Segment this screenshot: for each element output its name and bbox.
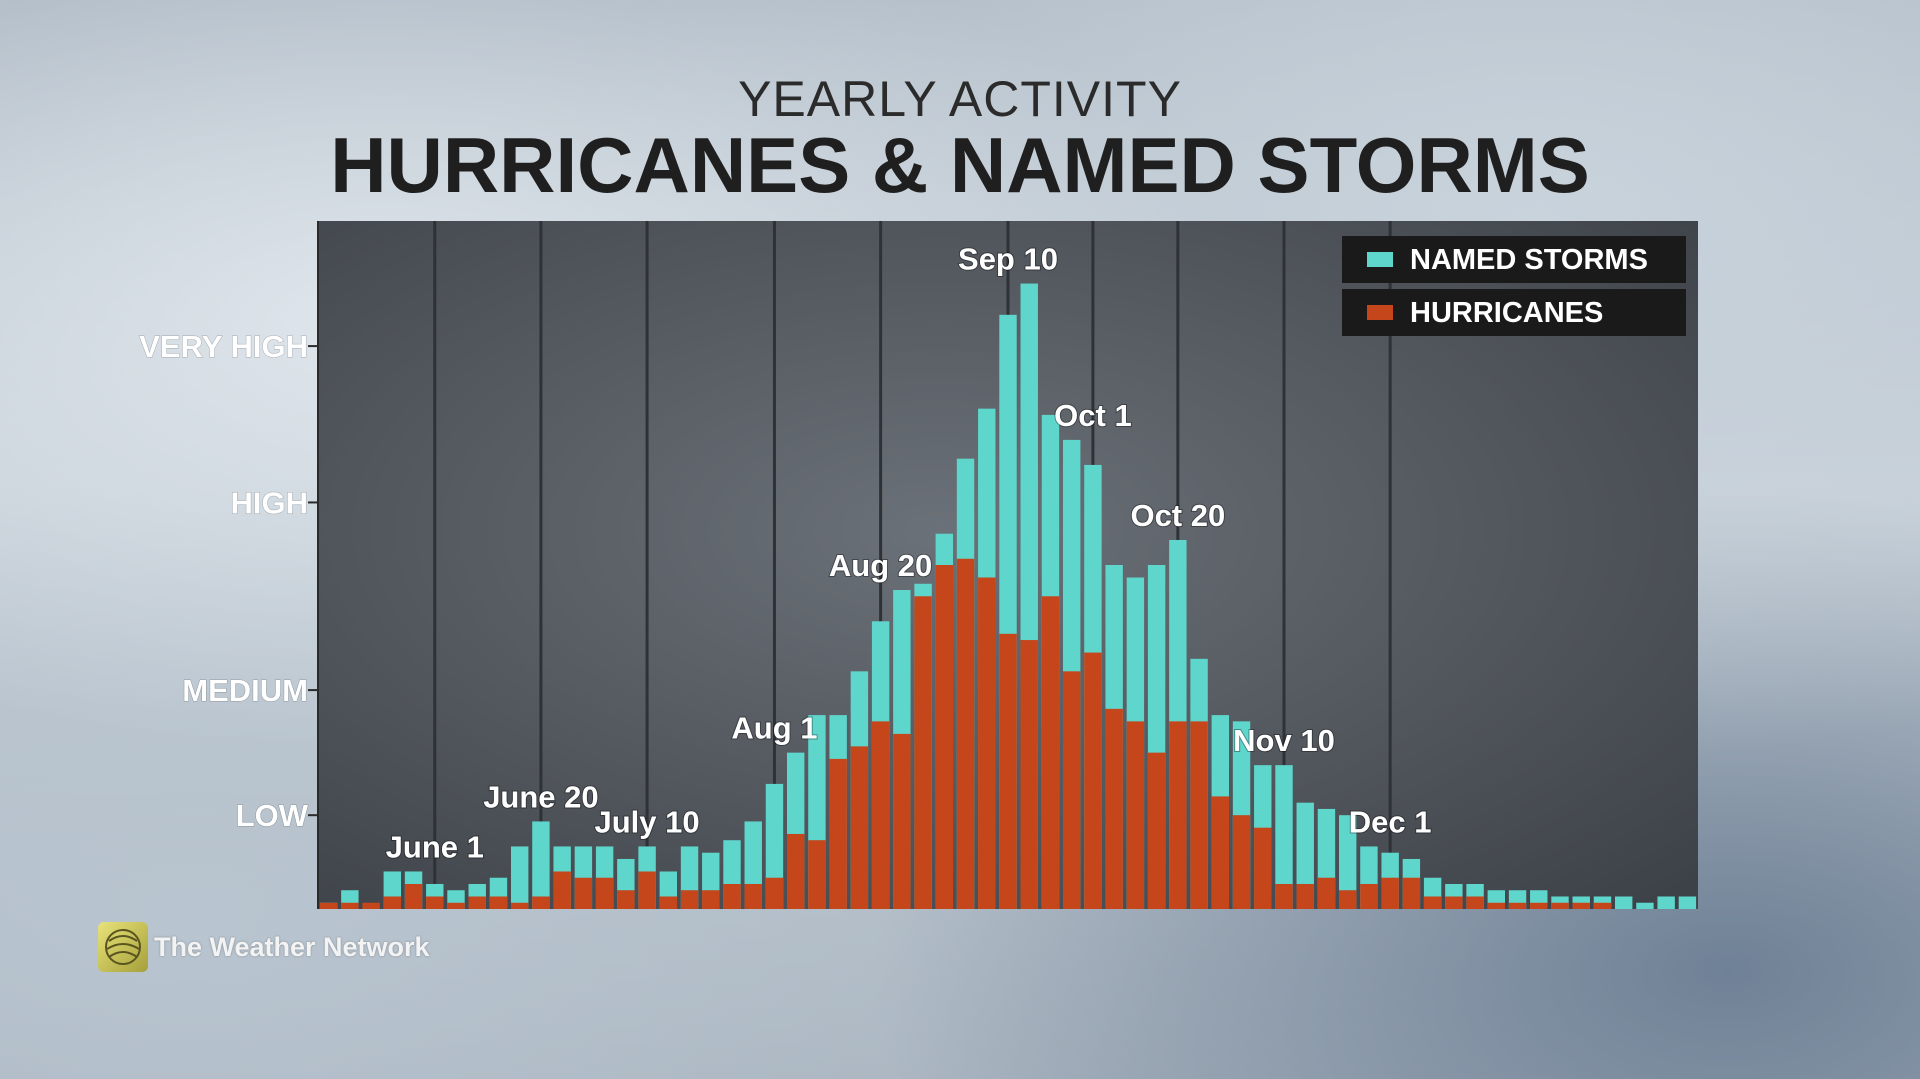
- bar-hurricanes: [1020, 640, 1038, 909]
- legend-item-named-storms: [1342, 236, 1686, 283]
- bar-named-storms: [1614, 896, 1633, 909]
- bar-hurricanes: [850, 746, 869, 909]
- bar-hurricanes: [829, 758, 847, 909]
- brand-logo-text: The Weather Network: [154, 931, 430, 962]
- bar-hurricanes: [510, 902, 529, 909]
- bar-hurricanes: [532, 896, 550, 909]
- bar-hurricanes: [404, 883, 423, 909]
- bar-hurricanes: [702, 890, 720, 909]
- bar-hurricanes: [426, 896, 444, 909]
- bar-hurricanes: [468, 896, 486, 909]
- bar-hurricanes: [808, 840, 826, 909]
- bar-hurricanes: [871, 721, 890, 909]
- chart-subtitle: YEARLY ACTIVITY: [738, 71, 1182, 127]
- legend: NAMED STORMS HURRICANES: [1342, 236, 1686, 336]
- date-annotation: Oct 1: [1054, 398, 1132, 433]
- bar-hurricanes: [489, 896, 508, 909]
- date-annotation: June 1: [386, 829, 484, 864]
- bar-hurricanes: [383, 896, 402, 909]
- bar-hurricanes: [1487, 902, 1506, 909]
- bar-named-storms: [1275, 765, 1293, 909]
- bar-named-storms: [1338, 815, 1357, 909]
- bar-hurricanes: [1338, 890, 1357, 909]
- date-annotation: Nov 10: [1233, 723, 1335, 758]
- bar-hurricanes: [1551, 902, 1569, 909]
- bar-hurricanes: [1169, 721, 1187, 909]
- bar-hurricanes: [341, 902, 359, 909]
- bar-hurricanes: [1147, 752, 1166, 909]
- bar-hurricanes: [362, 902, 380, 909]
- bar-hurricanes: [765, 877, 784, 909]
- bar-hurricanes: [1445, 896, 1463, 909]
- bar-hurricanes: [1275, 883, 1293, 909]
- bar-hurricanes: [574, 877, 593, 909]
- bar-hurricanes: [447, 902, 465, 909]
- bar-named-storms: [510, 846, 529, 909]
- bar-hurricanes: [1423, 896, 1442, 909]
- bar-hurricanes: [1466, 896, 1484, 909]
- y-tick-label: VERY HIGH: [139, 329, 308, 364]
- bar-hurricanes: [978, 577, 996, 909]
- y-tick-label: HIGH: [231, 485, 309, 520]
- legend-item-hurricanes: [1342, 289, 1686, 336]
- bar-hurricanes: [1190, 721, 1208, 909]
- bar-named-storms: [1657, 896, 1675, 909]
- date-annotation: Dec 1: [1349, 804, 1432, 839]
- bar-hurricanes: [319, 902, 338, 909]
- bar-hurricanes: [638, 871, 656, 909]
- bar-hurricanes: [999, 633, 1017, 909]
- bar-hurricanes: [744, 883, 762, 909]
- bar-hurricanes: [1530, 902, 1548, 909]
- bar-hurricanes: [1296, 883, 1314, 909]
- date-annotation: July 10: [595, 804, 700, 839]
- brand-logo: The Weather Network: [98, 922, 430, 972]
- bar-hurricanes: [1508, 902, 1527, 909]
- bar-named-storms: [1636, 902, 1654, 909]
- bar-named-storms: [1678, 896, 1697, 909]
- bar-hurricanes: [1084, 652, 1102, 909]
- bar-hurricanes: [1211, 796, 1230, 909]
- bar-hurricanes: [914, 596, 932, 909]
- bar-hurricanes: [786, 833, 805, 909]
- bar-named-storms: [532, 821, 550, 909]
- y-tick-label: MEDIUM: [182, 673, 308, 708]
- bar-hurricanes: [1360, 883, 1378, 909]
- y-tick-label: LOW: [236, 798, 309, 833]
- date-annotation: Aug 20: [829, 548, 932, 583]
- bar-hurricanes: [1105, 708, 1123, 909]
- bar-hurricanes: [553, 871, 571, 909]
- legend-swatch-named-storms: [1367, 252, 1393, 267]
- legend-label-hurricanes: HURRICANES: [1410, 297, 1603, 329]
- bar-hurricanes: [1402, 877, 1421, 909]
- bar-hurricanes: [1381, 877, 1399, 909]
- bar-hurricanes: [1062, 671, 1081, 909]
- bar-hurricanes: [956, 558, 975, 909]
- bar-hurricanes: [723, 883, 741, 909]
- chart-title: HURRICANES & NAMED STORMS: [330, 121, 1590, 209]
- bar-hurricanes: [1232, 815, 1251, 909]
- bar-hurricanes: [617, 890, 635, 909]
- bar-hurricanes: [680, 890, 699, 909]
- date-annotation: Aug 1: [731, 711, 817, 746]
- globe-icon: [98, 922, 148, 972]
- bar-hurricanes: [1593, 902, 1612, 909]
- date-annotation: Oct 20: [1130, 498, 1225, 533]
- bar-hurricanes: [595, 877, 614, 909]
- date-annotation: June 20: [483, 779, 598, 814]
- bar-hurricanes: [1041, 596, 1060, 909]
- legend-label-named-storms: NAMED STORMS: [1410, 244, 1648, 276]
- legend-swatch-hurricanes: [1367, 305, 1393, 320]
- bar-hurricanes: [893, 733, 911, 909]
- bar-hurricanes: [659, 896, 678, 909]
- bar-hurricanes: [935, 565, 954, 909]
- bar-hurricanes: [1254, 827, 1272, 909]
- bar-hurricanes: [1126, 721, 1145, 909]
- date-annotation: Sep 10: [958, 242, 1058, 277]
- bar-named-storms: [1296, 802, 1314, 909]
- bar-hurricanes: [1317, 877, 1336, 909]
- bar-hurricanes: [1572, 902, 1590, 909]
